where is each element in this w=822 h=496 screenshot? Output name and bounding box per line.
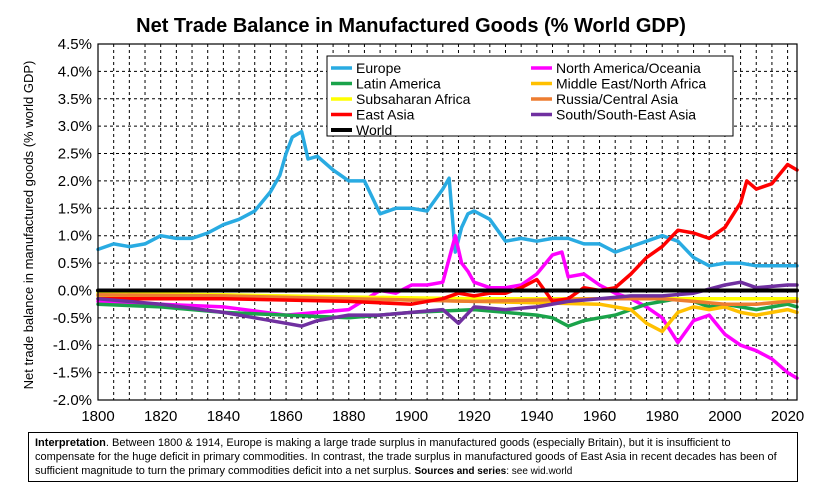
series-line-europe: [96, 129, 799, 268]
y-tick-label: -1.5%: [53, 365, 92, 382]
plot-frame: [97, 43, 798, 401]
series-line-latin-america: [96, 296, 799, 328]
legend-label: Latin America: [356, 76, 441, 92]
y-tick-label: -1.0%: [53, 337, 92, 354]
x-tick-label: 1840: [207, 408, 240, 425]
y-tick-label: -2.0%: [53, 392, 92, 409]
y-axis-label: Net trade balance in manufactured goods …: [21, 61, 36, 390]
interpretation-box: Interpretation. Between 1800 & 1914, Eur…: [28, 432, 798, 482]
x-tick-label: 2000: [708, 408, 741, 425]
y-tick-label: 4.0%: [58, 63, 92, 80]
y-tick-label: 0.0%: [58, 282, 92, 299]
sources-label: Sources and series: [414, 466, 507, 477]
legend-label: Russia/Central Asia: [556, 91, 678, 107]
y-tick-label: 1.5%: [58, 200, 92, 217]
x-tick-label: 1880: [332, 408, 365, 425]
legend-box: [326, 55, 734, 137]
legend-label: South/South-East Asia: [556, 107, 696, 123]
x-tick-label: 1960: [583, 408, 616, 425]
x-tick-label: 1940: [520, 408, 553, 425]
y-tick-label: -0.5%: [53, 310, 92, 327]
x-tick-label: 1980: [646, 408, 679, 425]
series-line-north-america-oceania: [96, 233, 799, 380]
legend-label: Subsaharan Africa: [356, 91, 471, 107]
x-tick-label: 1900: [395, 408, 428, 425]
legend-label: North America/Oceania: [556, 60, 701, 76]
y-tick-label: 3.0%: [58, 118, 92, 135]
interpretation-text: . Between 1800 & 1914, Europe is making …: [35, 437, 777, 477]
y-tick-label: 2.0%: [58, 173, 92, 190]
interpretation-label: Interpretation: [35, 437, 106, 449]
y-tick-label: 2.5%: [58, 146, 92, 163]
y-tick-label: 0.5%: [58, 255, 92, 272]
y-tick-label: 4.5%: [58, 36, 92, 53]
series-lines: [96, 129, 799, 380]
y-tick-label: 3.5%: [58, 91, 92, 108]
legend-label: World: [356, 122, 392, 138]
legend-label: Europe: [356, 60, 401, 76]
axes: -2.0% -1.5% -1.0% -0.5% 0.0% 0.5% 1.0% 1.5% 2.0%…: [53, 36, 804, 425]
chart-title: Net Trade Balance in Manufactured Goods …: [136, 15, 686, 37]
series-line-south-south-east-asia: [96, 280, 799, 328]
x-tick-label: 1860: [269, 408, 302, 425]
x-tick-label: 2020: [771, 408, 804, 425]
y-tick-label: 1.0%: [58, 228, 92, 245]
sources-text: : see wid.world: [506, 466, 573, 477]
series-line-russia-central-asia: [96, 293, 799, 306]
x-tick-label: 1800: [81, 408, 114, 425]
legend-label: East Asia: [356, 107, 415, 123]
x-tick-label: 1820: [144, 408, 177, 425]
legend-label: Middle East/North Africa: [556, 76, 706, 92]
x-tick-label: 1920: [457, 408, 490, 425]
